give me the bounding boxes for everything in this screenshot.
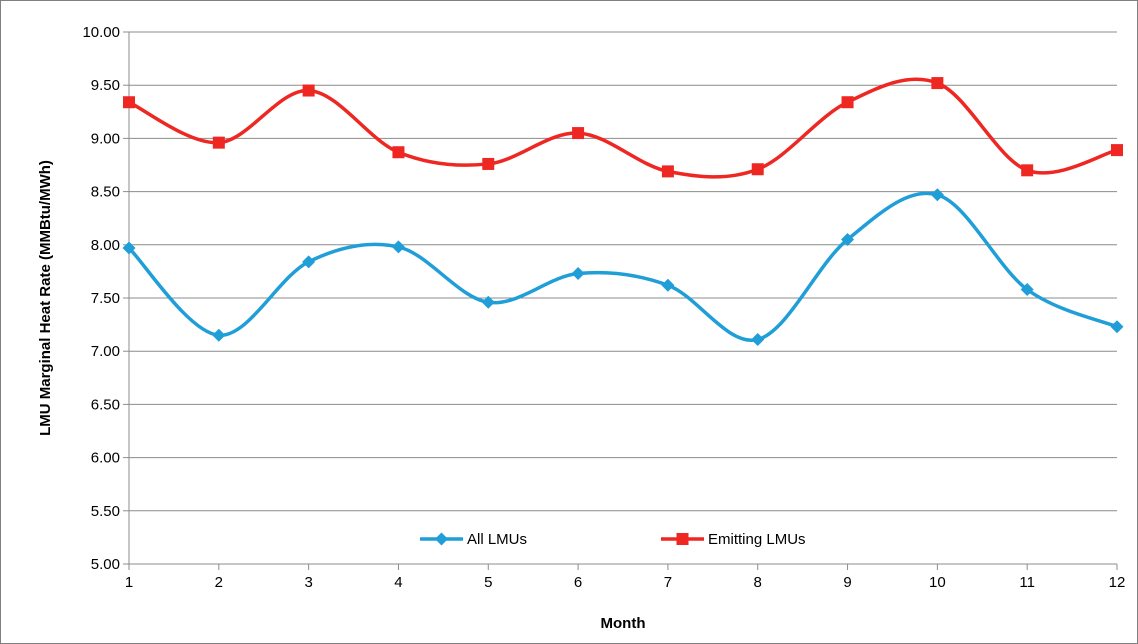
data-point-all-lmus [751, 332, 765, 346]
y-tick-labels: 5.00 5.50 6.00 6.50 7.00 7.50 8.00 8.50 9.00 9.50… [82, 24, 120, 573]
x-tick-label: 5 [484, 574, 492, 591]
x-tick-label: 1 [125, 574, 133, 591]
x-axis-title: Month [601, 615, 646, 632]
data-point-emitting-lmus [212, 136, 225, 149]
legend: All LMUs Emitting LMUs [420, 531, 806, 548]
data-point-all-lmus [841, 232, 855, 246]
data-point-all-lmus [481, 295, 495, 309]
y-tick-label: 10.00 [82, 24, 120, 41]
legend-label-all-lmus: All LMUs [467, 531, 527, 548]
data-point-all-lmus [1110, 320, 1124, 334]
y-tick-label: 9.00 [91, 130, 120, 147]
data-point-emitting-lmus [931, 77, 944, 90]
data-point-emitting-lmus [841, 96, 854, 109]
y-tick-label: 8.00 [91, 237, 120, 254]
data-point-all-lmus [661, 278, 675, 292]
data-point-all-lmus [930, 188, 944, 202]
data-point-all-lmus [571, 267, 585, 281]
x-tick-label: 6 [574, 574, 582, 591]
x-tick-label: 3 [304, 574, 312, 591]
series-markers [122, 77, 1124, 346]
data-point-all-lmus [302, 255, 316, 269]
y-tick-label: 6.50 [91, 396, 120, 413]
legend-item-all-lmus: All LMUs [420, 531, 527, 548]
data-point-emitting-lmus [1021, 164, 1034, 177]
data-point-emitting-lmus [1111, 144, 1123, 157]
legend-item-emitting-lmus: Emitting LMUs [661, 531, 806, 548]
y-tick-label: 8.50 [91, 184, 120, 201]
x-tick-label: 2 [215, 574, 223, 591]
y-tick-label: 5.50 [91, 503, 120, 520]
x-tick-label: 4 [394, 574, 402, 591]
legend-marker-all-lmus [435, 532, 448, 546]
legend-label-emitting-lmus: Emitting LMUs [708, 531, 806, 548]
data-point-emitting-lmus [392, 146, 405, 159]
x-tick-label: 10 [929, 574, 946, 591]
y-tick-label: 9.50 [91, 77, 120, 94]
data-point-all-lmus [122, 241, 136, 255]
x-tick-label: 7 [664, 574, 672, 591]
series-line-emitting-lmus [128, 77, 1118, 179]
axes [123, 31, 1118, 570]
y-tick-label: 7.00 [91, 343, 120, 360]
data-point-emitting-lmus [123, 96, 135, 109]
data-point-all-lmus [391, 240, 405, 254]
data-point-emitting-lmus [482, 157, 495, 170]
data-point-all-lmus [1020, 282, 1034, 296]
x-tick-label: 8 [754, 574, 762, 591]
y-tick-label: 7.50 [91, 290, 120, 307]
x-tick-label: 9 [843, 574, 851, 591]
series-lines [127, 77, 1118, 342]
data-point-all-lmus [212, 328, 226, 342]
y-axis-title: LMU Marginal Heat Rate (MMBtu/MWh) [37, 160, 54, 436]
y-tick-label: 5.00 [91, 556, 120, 573]
data-point-emitting-lmus [302, 84, 315, 97]
x-tick-label: 11 [1019, 574, 1035, 591]
x-tick-labels: 1 2 3 4 5 6 7 8 9 10 11 12 [125, 574, 1126, 591]
data-point-emitting-lmus [751, 163, 764, 176]
y-tick-label: 6.00 [91, 450, 120, 467]
legend-marker-emitting-lmus [676, 533, 689, 545]
data-point-emitting-lmus [572, 127, 585, 140]
series-line-all-lmus [127, 191, 1118, 342]
gridlines [129, 31, 1117, 512]
data-point-emitting-lmus [661, 165, 674, 178]
x-tick-label: 12 [1109, 574, 1126, 591]
